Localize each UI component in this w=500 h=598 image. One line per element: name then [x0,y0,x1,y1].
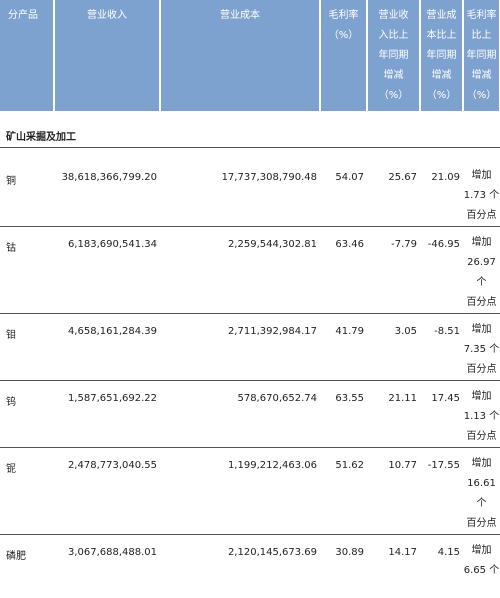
cell-cost: 578,670,652.74 [160,381,320,448]
table-row: 钨 1,587,651,692.22 578,670,652.74 63.55 … [0,381,500,448]
cell-revenue-yoy: 25.67 [367,160,420,227]
cell-revenue: 1,587,651,692.22 [54,381,160,448]
cell-revenue-yoy: 21.11 [367,381,420,448]
cell-cost: 1,199,212,463.06 [160,448,320,535]
cell-margin-change: 增加 1.73 个 百分点 [463,160,500,227]
cell-product: 铌 [0,448,54,535]
header-product: 分产品 [0,0,54,111]
cell-gross-margin: 63.55 [320,381,367,448]
cell-cost: 17,737,308,790.48 [160,160,320,227]
cell-cost-yoy: 4.15 [420,535,463,598]
header-cost: 营业成本 [160,0,320,111]
cell-revenue: 2,478,773,040.55 [54,448,160,535]
section-title: 矿山采掘及加工 [0,123,500,148]
cell-cost-yoy: 21.09 [420,160,463,227]
financial-table-container: 分产品 营业收入 营业成本 毛利率 （%） 营业收 入比上 年同期 增减 （%）… [0,0,500,419]
cell-revenue-yoy: 14.17 [367,535,420,598]
cell-cost-yoy: -8.51 [420,314,463,381]
header-revenue: 营业收入 [54,0,160,111]
cell-cost-yoy: 17.45 [420,381,463,448]
cell-revenue-yoy: 3.05 [367,314,420,381]
cell-gross-margin: 41.79 [320,314,367,381]
cell-cost: 2,120,145,673.69 [160,535,320,598]
table-row: 铌 2,478,773,040.55 1,199,212,463.06 51.6… [0,448,500,535]
cell-product: 铜 [0,160,54,227]
cell-gross-margin: 63.46 [320,227,367,314]
table-row: 钴 6,183,690,541.34 2,259,544,302.81 63.4… [0,227,500,314]
header-cost-yoy: 营业成 本比上 年同期 增减 （%） [420,0,463,111]
section-row: 矿山采掘及加工 [0,123,500,148]
cell-cost-yoy: -17.55 [420,448,463,535]
cell-margin-change: 增加 16.61 个 百分点 [463,448,500,535]
cell-gross-margin: 54.07 [320,160,367,227]
cell-margin-change: 增加 26.97 个 百分点 [463,227,500,314]
header-margin-change: 毛利率比上 年同期增减 （%） [463,0,500,111]
table-header-row: 分产品 营业收入 营业成本 毛利率 （%） 营业收 入比上 年同期 增减 （%）… [0,0,500,111]
cell-product: 钴 [0,227,54,314]
cell-revenue: 38,618,366,799.20 [54,160,160,227]
cell-gross-margin: 51.62 [320,448,367,535]
cell-gross-margin: 30.89 [320,535,367,598]
cell-cost: 2,259,544,302.81 [160,227,320,314]
table-row: 磷肥 3,067,688,488.01 2,120,145,673.69 30.… [0,535,500,598]
cell-revenue-yoy: 10.77 [367,448,420,535]
cell-margin-change: 增加 6.65 个 [463,535,500,598]
header-revenue-yoy: 营业收 入比上 年同期 增减 （%） [367,0,420,111]
header-gross-margin: 毛利率 （%） [320,0,367,111]
table-row: 钼 4,658,161,284.39 2,711,392,984.17 41.7… [0,314,500,381]
cell-revenue: 4,658,161,284.39 [54,314,160,381]
table-row: 铜 38,618,366,799.20 17,737,308,790.48 54… [0,160,500,227]
cell-revenue: 6,183,690,541.34 [54,227,160,314]
cell-margin-change: 增加 7.35 个 百分点 [463,314,500,381]
cell-revenue: 3,067,688,488.01 [54,535,160,598]
cell-cost-yoy: -46.95 [420,227,463,314]
cell-revenue-yoy: -7.79 [367,227,420,314]
cell-cost: 2,711,392,984.17 [160,314,320,381]
cell-product: 磷肥 [0,535,54,598]
cell-product: 钼 [0,314,54,381]
cell-product: 钨 [0,381,54,448]
cell-margin-change: 增加 1.13 个 百分点 [463,381,500,448]
